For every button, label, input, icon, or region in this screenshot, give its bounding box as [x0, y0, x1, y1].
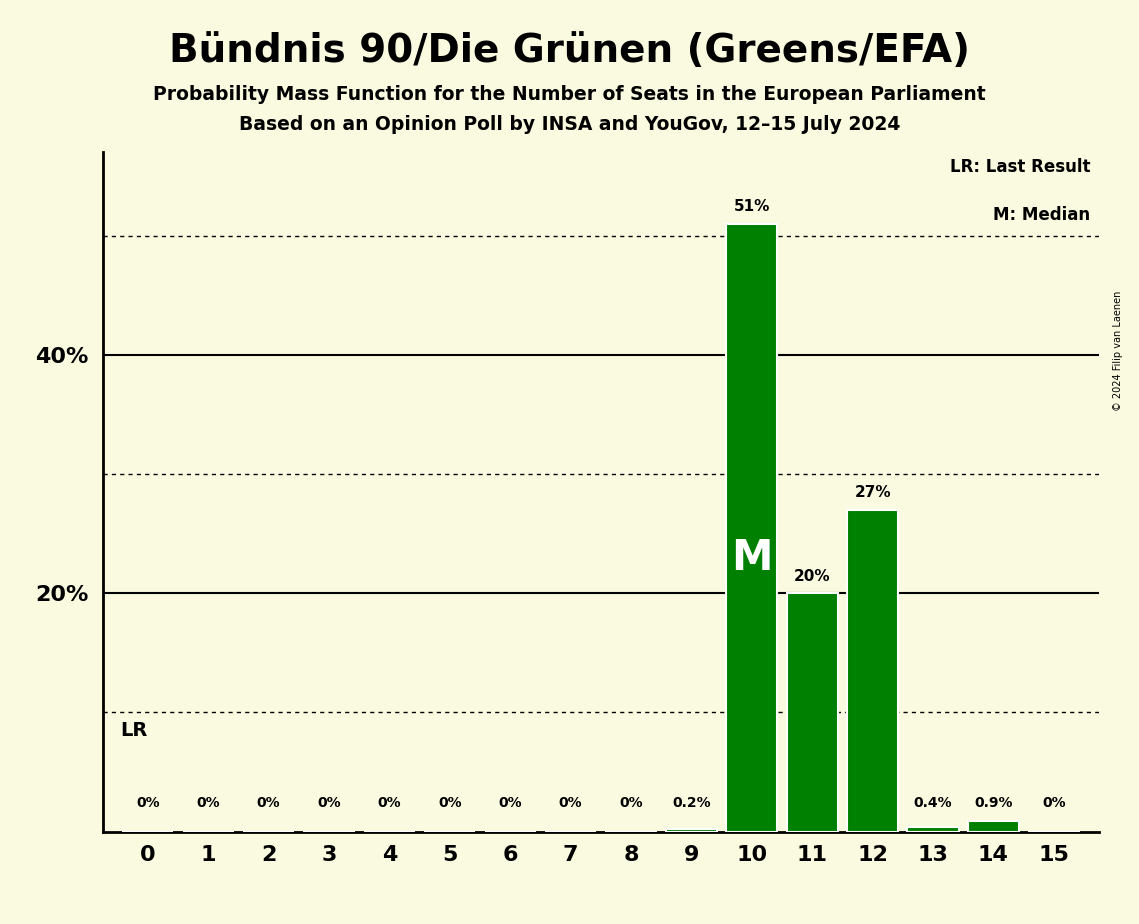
Text: 0%: 0% — [439, 796, 461, 810]
Bar — [666, 829, 718, 832]
Text: 0.4%: 0.4% — [913, 796, 952, 810]
Text: 0%: 0% — [256, 796, 280, 810]
Bar — [787, 593, 838, 832]
Text: 0%: 0% — [499, 796, 522, 810]
Text: Based on an Opinion Poll by INSA and YouGov, 12–15 July 2024: Based on an Opinion Poll by INSA and You… — [239, 115, 900, 134]
Text: 27%: 27% — [854, 485, 891, 501]
Text: M: M — [731, 537, 772, 578]
Text: M: Median: M: Median — [993, 206, 1090, 225]
Text: 51%: 51% — [734, 200, 770, 214]
Text: LR: LR — [121, 721, 148, 740]
Bar — [908, 827, 959, 832]
Text: 20%: 20% — [794, 569, 830, 584]
Text: LR: Last Result: LR: Last Result — [950, 158, 1090, 176]
Text: 0%: 0% — [378, 796, 401, 810]
Text: 0%: 0% — [136, 796, 159, 810]
Text: 0.9%: 0.9% — [974, 796, 1013, 810]
Bar — [968, 821, 1019, 832]
Text: 0%: 0% — [620, 796, 642, 810]
Bar — [847, 510, 899, 832]
Text: 0%: 0% — [559, 796, 582, 810]
Text: 0.2%: 0.2% — [672, 796, 711, 810]
Bar — [727, 224, 778, 832]
Text: Bündnis 90/Die Grünen (Greens/EFA): Bündnis 90/Die Grünen (Greens/EFA) — [169, 32, 970, 70]
Text: Probability Mass Function for the Number of Seats in the European Parliament: Probability Mass Function for the Number… — [153, 85, 986, 104]
Text: 0%: 0% — [317, 796, 341, 810]
Text: 0%: 0% — [196, 796, 220, 810]
Text: 0%: 0% — [1042, 796, 1066, 810]
Text: © 2024 Filip van Laenen: © 2024 Filip van Laenen — [1114, 291, 1123, 411]
